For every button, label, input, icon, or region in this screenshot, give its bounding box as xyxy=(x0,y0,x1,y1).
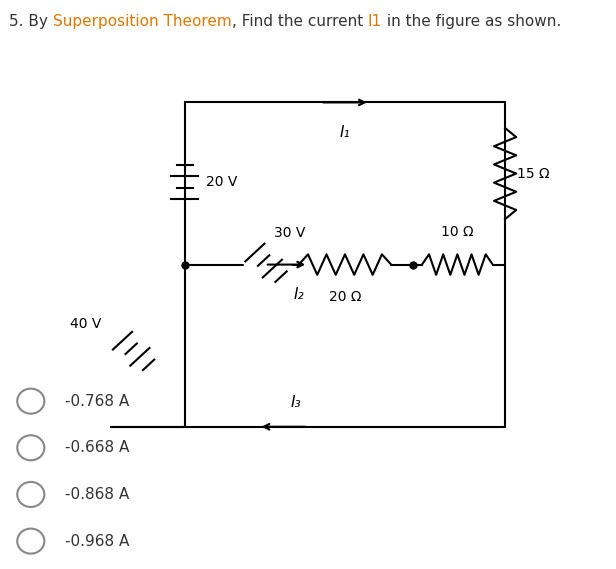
Text: 15 Ω: 15 Ω xyxy=(517,167,550,180)
Text: -0.668 A: -0.668 A xyxy=(65,440,129,455)
Text: -0.768 A: -0.768 A xyxy=(65,394,129,409)
Text: 30 V: 30 V xyxy=(274,226,306,240)
Text: 20 Ω: 20 Ω xyxy=(329,290,361,304)
Text: , Find the current: , Find the current xyxy=(232,14,368,29)
Text: 20 V: 20 V xyxy=(206,175,238,189)
Text: in the figure as shown.: in the figure as shown. xyxy=(382,14,561,29)
Text: I₁: I₁ xyxy=(339,125,351,140)
Text: I₂: I₂ xyxy=(293,287,304,302)
Text: Superposition Theorem: Superposition Theorem xyxy=(53,14,232,29)
Text: -0.868 A: -0.868 A xyxy=(65,487,129,502)
Text: 40 V: 40 V xyxy=(70,318,102,331)
Text: 5. By: 5. By xyxy=(9,14,53,29)
Text: -0.968 A: -0.968 A xyxy=(65,534,129,549)
Text: I₃: I₃ xyxy=(290,395,301,410)
Text: I1: I1 xyxy=(368,14,382,29)
Text: 10 Ω: 10 Ω xyxy=(441,225,474,239)
